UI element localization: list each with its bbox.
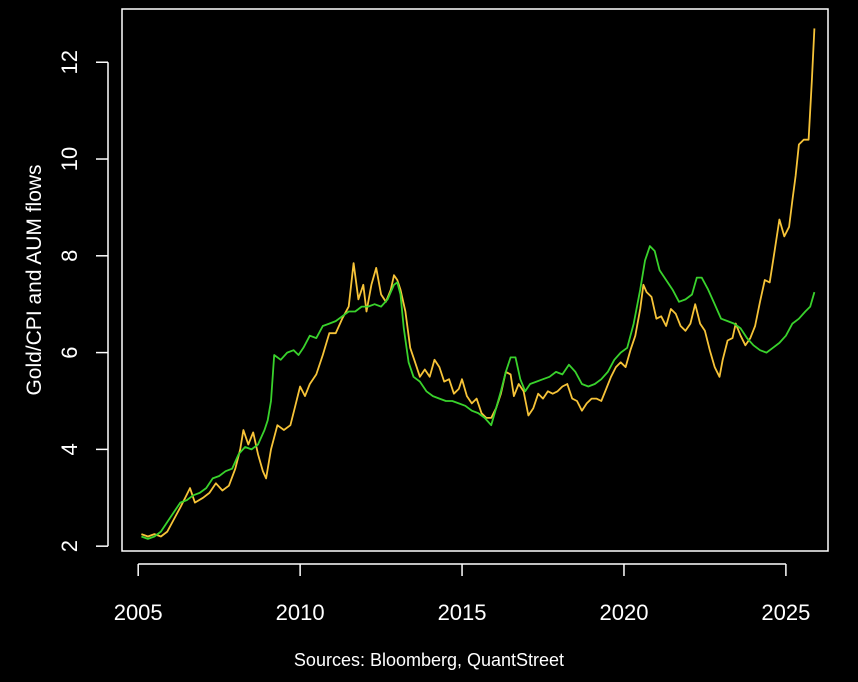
plot-box <box>121 8 829 552</box>
y-tick-label: 12 <box>57 50 82 74</box>
y-tick-label: 6 <box>57 346 82 358</box>
series-line-2 <box>141 245 816 540</box>
source-note: Sources: Bloomberg, QuantStreet <box>293 650 565 670</box>
series-line-1 <box>141 28 816 538</box>
x-tick-label: 2010 <box>276 600 325 625</box>
y-axis: 2 4 6 8 10 12 <box>57 50 109 552</box>
series-layer <box>141 28 816 540</box>
y-tick-label: 4 <box>57 443 82 455</box>
x-tick-label: 2005 <box>114 600 163 625</box>
x-tick-label: 2025 <box>761 600 810 625</box>
y-tick-label: 2 <box>57 540 82 552</box>
y-tick-label: 8 <box>57 250 82 262</box>
x-tick-label: 2020 <box>599 600 648 625</box>
x-tick-label: 2015 <box>438 600 487 625</box>
y-axis-label: Gold/CPI and AUM flows <box>23 164 46 395</box>
x-axis: 2005 2010 2015 2020 2025 <box>114 563 810 625</box>
y-tick-label: 10 <box>57 147 82 171</box>
